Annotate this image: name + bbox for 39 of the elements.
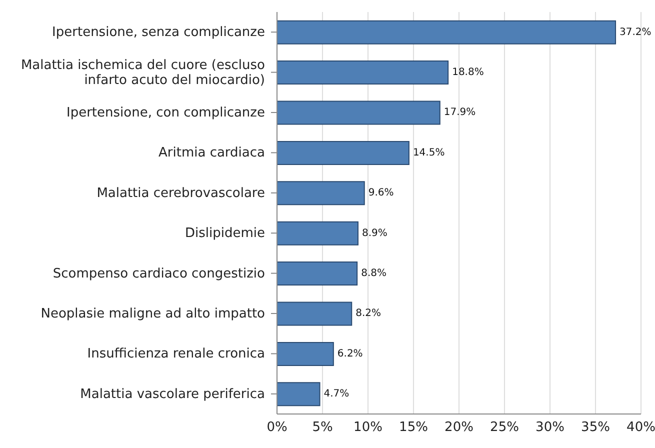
bar — [277, 181, 365, 206]
data-label: 17.9% — [444, 107, 476, 118]
y-tick-label: Malattia cerebrovascolare — [96, 185, 265, 200]
bar — [277, 221, 358, 246]
y-tick-label: Ipertensione, senza complicanze — [52, 24, 265, 40]
x-tick-label: 10% — [354, 420, 382, 436]
data-label: 18.8% — [452, 67, 484, 78]
data-label: 8.9% — [362, 228, 388, 239]
x-tick-label: 0% — [266, 420, 288, 436]
bar — [277, 302, 352, 326]
x-tick-label: 5% — [312, 420, 333, 436]
data-label: 4.7% — [324, 388, 350, 400]
x-tick-label: 25% — [490, 420, 519, 436]
data-label: 8.2% — [356, 308, 382, 320]
data-label: 8.8% — [361, 268, 386, 280]
bar — [277, 140, 410, 165]
y-tick-label: Malattia ischemica del cuore (escluso infarto acuto del miocardio) — [20, 57, 266, 88]
y-tick-label: Malattia vascolare periferica — [80, 386, 265, 402]
x-tick-label: 40% — [626, 420, 655, 436]
data-label: 37.2% — [620, 26, 652, 38]
bar — [277, 60, 449, 85]
bar — [277, 100, 440, 125]
x-tick-label: 30% — [536, 420, 564, 436]
x-tick-label: 20% — [444, 420, 474, 436]
bar — [277, 382, 320, 406]
y-tick-label: Ipertensione, con complicanze — [66, 105, 265, 120]
y-tick-label: Aritmia cardiaca — [158, 145, 265, 160]
y-tick-label: Insufficienza renale cronica — [87, 346, 265, 362]
x-tick-label: 15% — [399, 420, 428, 436]
x-tick-label: 35% — [581, 420, 610, 436]
bar — [277, 20, 616, 44]
data-label: 14.5% — [412, 147, 445, 158]
data-label: 6.2% — [337, 348, 363, 360]
y-tick-label: Scompenso cardiaco congestizio — [52, 266, 266, 281]
bar — [277, 342, 334, 366]
y-tick-label: Neoplasie maligne ad alto impatto — [40, 306, 266, 321]
data-label: 9.6% — [368, 188, 394, 199]
y-tick-label: Dislipidemie — [184, 226, 265, 241]
bar — [277, 262, 358, 286]
